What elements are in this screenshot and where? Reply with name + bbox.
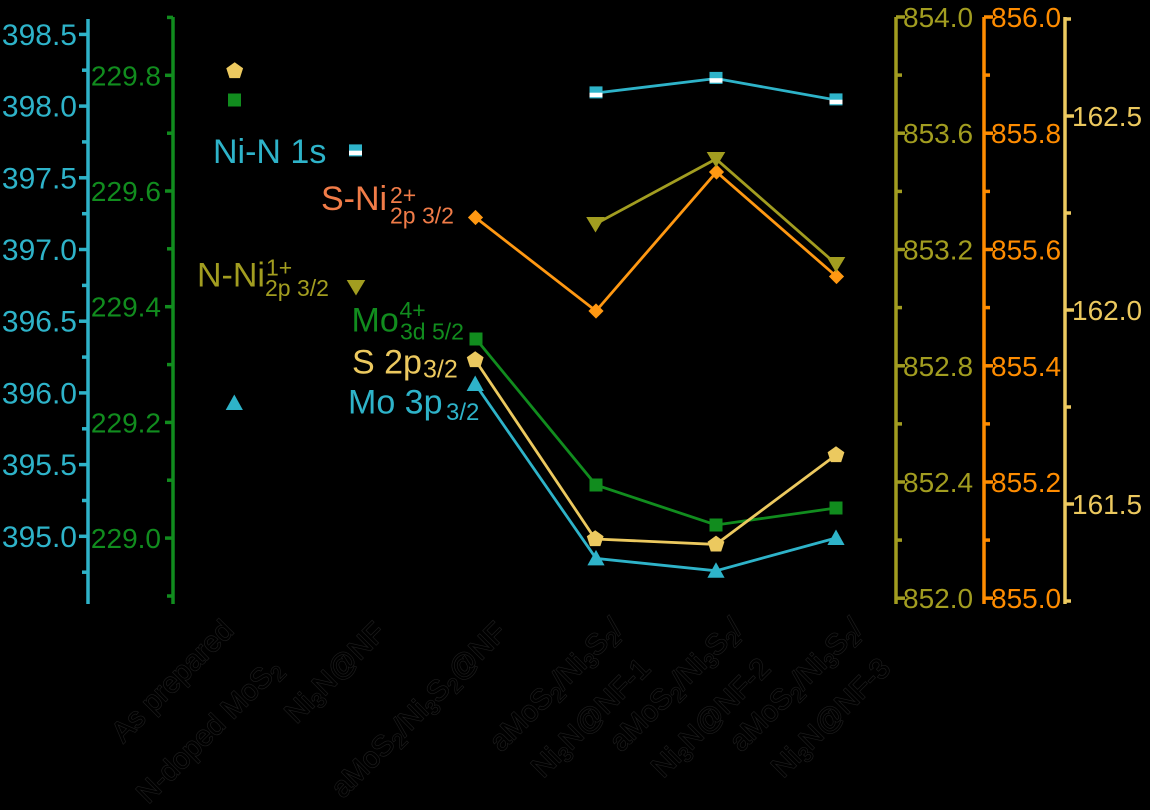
svg-text:229.2: 229.2 bbox=[91, 407, 161, 438]
svg-text:398.5: 398.5 bbox=[2, 19, 77, 52]
svg-text:3/2: 3/2 bbox=[423, 356, 458, 384]
svg-text:Mo: Mo bbox=[352, 302, 399, 340]
svg-text:229.6: 229.6 bbox=[91, 176, 161, 207]
svg-text:855.6: 855.6 bbox=[991, 235, 1061, 266]
svg-text:855.8: 855.8 bbox=[991, 118, 1061, 149]
svg-text:398.0: 398.0 bbox=[2, 91, 77, 124]
svg-text:396.0: 396.0 bbox=[2, 377, 77, 410]
svg-text:397.5: 397.5 bbox=[2, 162, 77, 195]
svg-text:397.0: 397.0 bbox=[2, 234, 77, 267]
svg-text:852.4: 852.4 bbox=[903, 467, 973, 498]
svg-text:S 2p: S 2p bbox=[352, 344, 422, 382]
svg-text:162.5: 162.5 bbox=[1072, 101, 1142, 132]
svg-text:855.2: 855.2 bbox=[991, 467, 1061, 498]
svg-text:Mo 3p: Mo 3p bbox=[348, 384, 443, 422]
svg-text:395.5: 395.5 bbox=[2, 449, 77, 482]
svg-text:395.0: 395.0 bbox=[2, 521, 77, 554]
svg-text:229.0: 229.0 bbox=[91, 523, 161, 554]
svg-text:2+: 2+ bbox=[390, 182, 416, 208]
svg-text:396.5: 396.5 bbox=[2, 306, 77, 339]
svg-text:3/2: 3/2 bbox=[446, 399, 479, 426]
svg-text:3d 5/2: 3d 5/2 bbox=[400, 319, 464, 345]
svg-text:855.4: 855.4 bbox=[991, 351, 1061, 382]
svg-text:853.6: 853.6 bbox=[903, 118, 973, 149]
svg-text:161.5: 161.5 bbox=[1072, 489, 1142, 520]
svg-text:856.0: 856.0 bbox=[991, 2, 1061, 33]
svg-text:S-Ni: S-Ni bbox=[321, 180, 387, 218]
svg-text:854.0: 854.0 bbox=[903, 2, 973, 33]
svg-text:229.4: 229.4 bbox=[91, 292, 161, 323]
svg-text:2p 3/2: 2p 3/2 bbox=[390, 203, 454, 229]
svg-text:852.0: 852.0 bbox=[903, 583, 973, 614]
svg-text:Ni-N 1s: Ni-N 1s bbox=[213, 133, 326, 171]
svg-text:852.8: 852.8 bbox=[903, 351, 973, 382]
svg-text:2p 3/2: 2p 3/2 bbox=[265, 275, 329, 301]
svg-text:N-Ni: N-Ni bbox=[197, 257, 265, 295]
svg-text:229.8: 229.8 bbox=[91, 60, 161, 91]
svg-text:1+: 1+ bbox=[266, 255, 292, 281]
svg-text:853.2: 853.2 bbox=[903, 235, 973, 266]
svg-text:855.0: 855.0 bbox=[991, 583, 1061, 614]
svg-text:162.0: 162.0 bbox=[1072, 295, 1142, 326]
svg-text:4+: 4+ bbox=[400, 297, 426, 323]
